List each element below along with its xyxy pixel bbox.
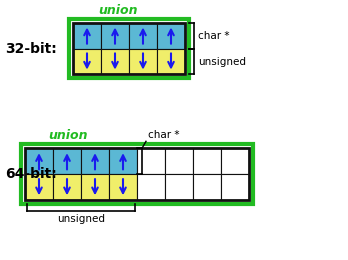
Text: union: union (48, 129, 87, 142)
Bar (193, 174, 221, 200)
Bar (53, 148, 81, 174)
Bar (69, 19, 189, 79)
Bar (73, 49, 101, 74)
Bar (165, 174, 193, 200)
Bar (221, 148, 249, 174)
Bar (165, 148, 193, 174)
Bar (25, 148, 53, 174)
Bar (53, 174, 81, 200)
Bar (21, 144, 253, 204)
Bar (157, 49, 185, 74)
Bar (137, 148, 165, 174)
Bar (109, 148, 137, 174)
Text: union: union (98, 4, 137, 17)
Text: unsigned: unsigned (198, 56, 246, 67)
Text: 64-bit:: 64-bit: (5, 167, 57, 181)
Bar (193, 148, 221, 174)
Text: unsigned: unsigned (57, 214, 105, 224)
Bar (81, 174, 109, 200)
Bar (129, 49, 157, 74)
Bar (25, 148, 249, 200)
Bar (25, 174, 53, 200)
Text: 32-bit:: 32-bit: (5, 42, 57, 56)
Bar (101, 49, 129, 74)
Bar (73, 23, 101, 49)
Bar (221, 174, 249, 200)
Bar (137, 174, 165, 200)
Bar (101, 23, 129, 49)
Text: char *: char * (198, 31, 229, 41)
Bar (157, 23, 185, 49)
Bar (129, 23, 157, 49)
Bar (81, 148, 109, 174)
Text: char *: char * (148, 130, 180, 140)
Bar (73, 23, 185, 74)
Bar (109, 174, 137, 200)
